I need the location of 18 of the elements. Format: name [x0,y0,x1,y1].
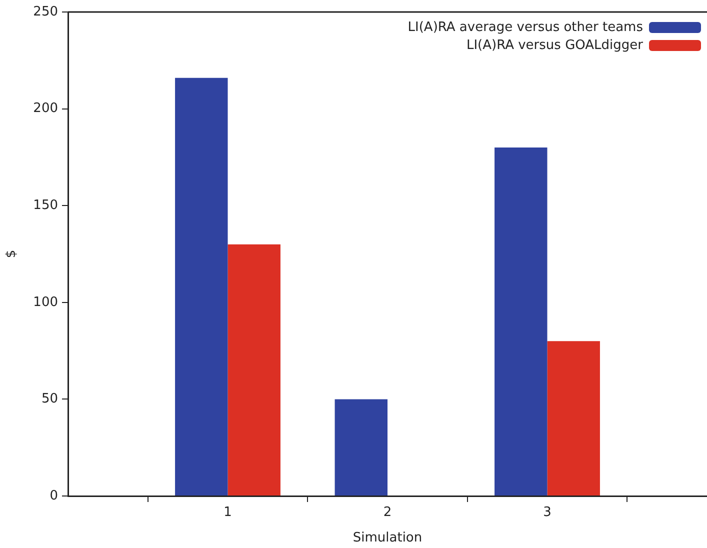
bar [175,78,228,496]
y-tick-label: 100 [33,294,58,310]
bar [547,341,600,496]
x-tick-label: 1 [224,505,232,520]
y-axis-title: $ [4,250,20,258]
x-axis-title: Simulation [352,530,422,546]
y-tick-label: 0 [50,488,58,504]
y-tick-label: 150 [33,198,58,213]
y-tick-label: 250 [33,4,58,20]
bar [494,148,548,496]
bar [228,244,280,496]
y-tick-label: 200 [33,101,58,116]
bar [334,399,388,496]
x-tick-label: 2 [383,505,392,520]
y-tick-label: 50 [41,392,58,407]
legend-label: LI(A)RA versus GOALdigger [466,38,643,52]
x-tick-label: 3 [543,505,552,520]
legend-label: LI(A)RA average versus other teams [408,20,643,34]
